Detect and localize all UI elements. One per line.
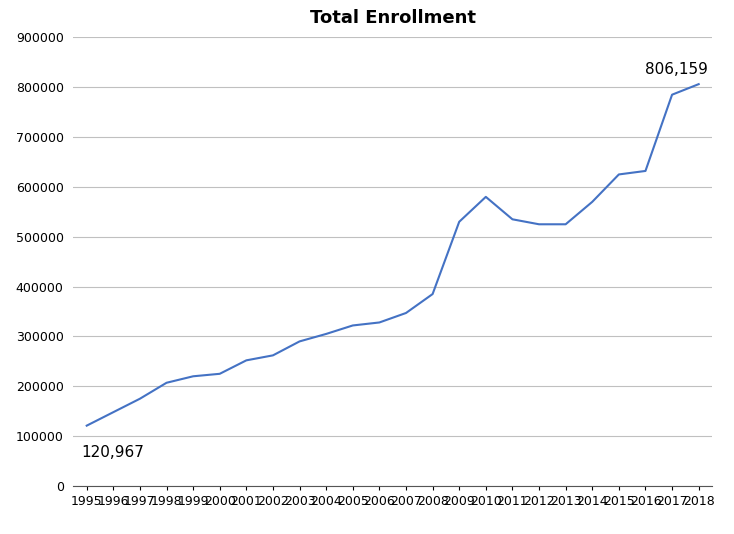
Text: 120,967: 120,967 bbox=[81, 444, 145, 460]
Title: Total Enrollment: Total Enrollment bbox=[310, 10, 476, 27]
Text: 806,159: 806,159 bbox=[645, 62, 708, 77]
